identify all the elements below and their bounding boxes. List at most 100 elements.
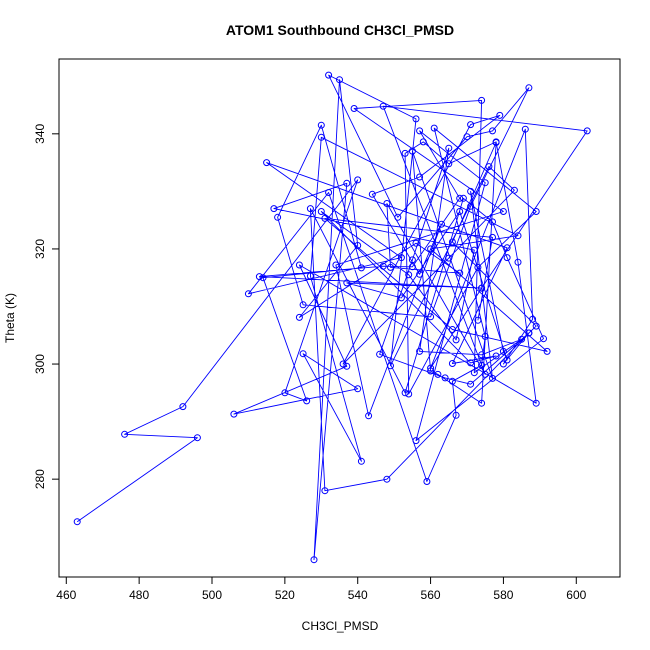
data-point xyxy=(350,105,358,112)
data-point xyxy=(489,233,496,241)
data-point xyxy=(357,457,365,465)
data-point xyxy=(412,115,420,123)
data-point xyxy=(485,163,493,171)
data-point xyxy=(317,133,325,141)
data-point xyxy=(499,347,507,355)
data-point xyxy=(379,262,387,270)
data-point xyxy=(489,127,496,135)
data-point xyxy=(540,335,547,343)
data-point xyxy=(408,147,416,155)
data-point xyxy=(274,213,282,221)
data-point xyxy=(379,102,387,110)
data-point xyxy=(230,410,238,418)
data-point xyxy=(401,149,409,157)
y-tick-label: 320 xyxy=(33,239,47,259)
series-line xyxy=(76,74,588,561)
data-point xyxy=(478,361,486,369)
data-point xyxy=(354,385,362,393)
data-point xyxy=(503,356,511,364)
data-point xyxy=(263,159,271,167)
x-tick-label: 560 xyxy=(421,588,441,602)
data-point xyxy=(489,374,496,382)
data-point xyxy=(463,133,471,141)
data-point xyxy=(325,189,333,196)
data-point xyxy=(478,399,486,407)
data-point xyxy=(336,76,343,84)
data-point xyxy=(525,84,533,92)
x-tick-label: 500 xyxy=(202,588,222,602)
data-point xyxy=(459,194,467,202)
data-point xyxy=(445,160,453,168)
data-point xyxy=(448,360,456,367)
data-point xyxy=(365,412,373,420)
x-tick-label: 580 xyxy=(493,588,513,602)
data-point xyxy=(405,390,413,398)
data-point xyxy=(583,127,591,135)
data-point xyxy=(295,313,303,321)
x-tick-label: 480 xyxy=(129,588,149,602)
x-tick-label: 520 xyxy=(275,588,295,602)
data-point xyxy=(339,360,347,368)
data-point xyxy=(521,125,529,133)
data-point xyxy=(321,214,329,222)
data-point xyxy=(499,208,507,215)
data-point xyxy=(434,370,442,378)
series-layer xyxy=(73,71,591,564)
data-point xyxy=(401,389,409,397)
data-point xyxy=(478,284,486,292)
data-point xyxy=(405,271,413,279)
data-point xyxy=(179,403,187,411)
chart-title: ATOM1 Southbound CH3Cl_PMSD xyxy=(226,22,454,38)
data-point xyxy=(259,274,267,282)
data-point xyxy=(427,364,435,372)
data-point xyxy=(496,111,504,119)
data-point xyxy=(343,179,351,187)
data-point xyxy=(445,144,453,152)
data-point xyxy=(193,434,201,442)
y-tick-label: 300 xyxy=(33,354,47,374)
data-point xyxy=(525,329,533,337)
data-point xyxy=(467,187,475,195)
data-point xyxy=(387,263,394,271)
data-point xyxy=(427,367,435,375)
x-axis: 460 480 500 520 540 560 580 600 xyxy=(56,576,587,602)
data-point xyxy=(503,244,511,252)
data-point xyxy=(438,220,445,228)
data-point xyxy=(467,359,475,367)
data-point xyxy=(470,369,478,377)
data-point xyxy=(343,279,351,287)
data-point xyxy=(441,374,449,382)
data-point xyxy=(354,176,362,184)
data-point xyxy=(299,350,307,358)
data-point xyxy=(499,360,507,368)
data-point xyxy=(427,313,435,321)
data-point xyxy=(467,380,475,388)
data-point xyxy=(532,322,540,330)
data-point xyxy=(492,352,500,360)
data-point xyxy=(121,430,129,438)
data-point xyxy=(368,190,376,198)
y-axis-label: Theta (K) xyxy=(3,293,17,343)
data-point xyxy=(474,316,482,324)
x-tick-label: 460 xyxy=(56,588,76,602)
data-point xyxy=(317,208,325,215)
data-point xyxy=(270,205,278,213)
data-point xyxy=(299,301,307,309)
data-point xyxy=(448,238,456,246)
data-point xyxy=(481,370,489,378)
data-point xyxy=(456,269,464,277)
data-point xyxy=(306,272,314,280)
data-point xyxy=(478,96,486,104)
x-axis-label: CH3Cl_PMSD xyxy=(302,619,379,633)
data-point xyxy=(543,347,551,355)
data-point xyxy=(321,487,329,495)
x-tick-label: 540 xyxy=(348,588,368,602)
data-point xyxy=(456,208,464,215)
data-point xyxy=(73,518,81,526)
data-point xyxy=(492,138,500,146)
data-point xyxy=(317,121,325,129)
data-point xyxy=(456,194,464,202)
data-point xyxy=(397,254,405,262)
data-point xyxy=(416,173,424,181)
data-point xyxy=(416,127,424,135)
